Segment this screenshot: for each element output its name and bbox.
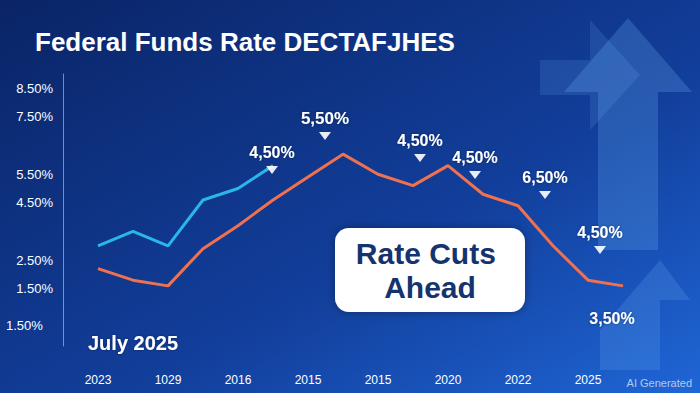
svg-text:2020: 2020 — [435, 373, 462, 387]
svg-text:2022: 2022 — [505, 373, 532, 387]
svg-text:Ahead: Ahead — [384, 271, 476, 304]
svg-text:5,50%: 5,50% — [301, 109, 349, 128]
svg-text:4,50%: 4,50% — [249, 144, 294, 161]
svg-text:4,50%: 4,50% — [577, 224, 622, 241]
svg-text:2015: 2015 — [365, 373, 392, 387]
svg-text:Federal Funds Rate DECTAFJHES: Federal Funds Rate DECTAFJHES — [35, 27, 455, 57]
svg-text:2023: 2023 — [85, 373, 112, 387]
svg-text:Rate Cuts: Rate Cuts — [356, 237, 504, 270]
svg-text:7.50%: 7.50% — [16, 109, 53, 124]
svg-text:2025: 2025 — [575, 373, 602, 387]
svg-text:4.50%: 4.50% — [16, 195, 53, 210]
svg-text:1.50%: 1.50% — [16, 281, 53, 296]
svg-text:1.50%: 1.50% — [6, 318, 43, 333]
svg-text:8.50%: 8.50% — [16, 81, 53, 96]
svg-text:6,50%: 6,50% — [522, 169, 567, 186]
svg-text:2015: 2015 — [295, 373, 322, 387]
svg-text:4,50%: 4,50% — [452, 149, 497, 166]
svg-text:July 2025: July 2025 — [88, 332, 178, 354]
svg-text:2016: 2016 — [225, 373, 252, 387]
svg-text:1029: 1029 — [155, 373, 182, 387]
svg-text:3,50%: 3,50% — [589, 310, 634, 327]
svg-text:5.50%: 5.50% — [16, 167, 53, 182]
svg-text:2.50%: 2.50% — [16, 253, 53, 268]
svg-text:4,50%: 4,50% — [397, 132, 442, 149]
svg-text:AI Generated: AI Generated — [627, 377, 692, 389]
